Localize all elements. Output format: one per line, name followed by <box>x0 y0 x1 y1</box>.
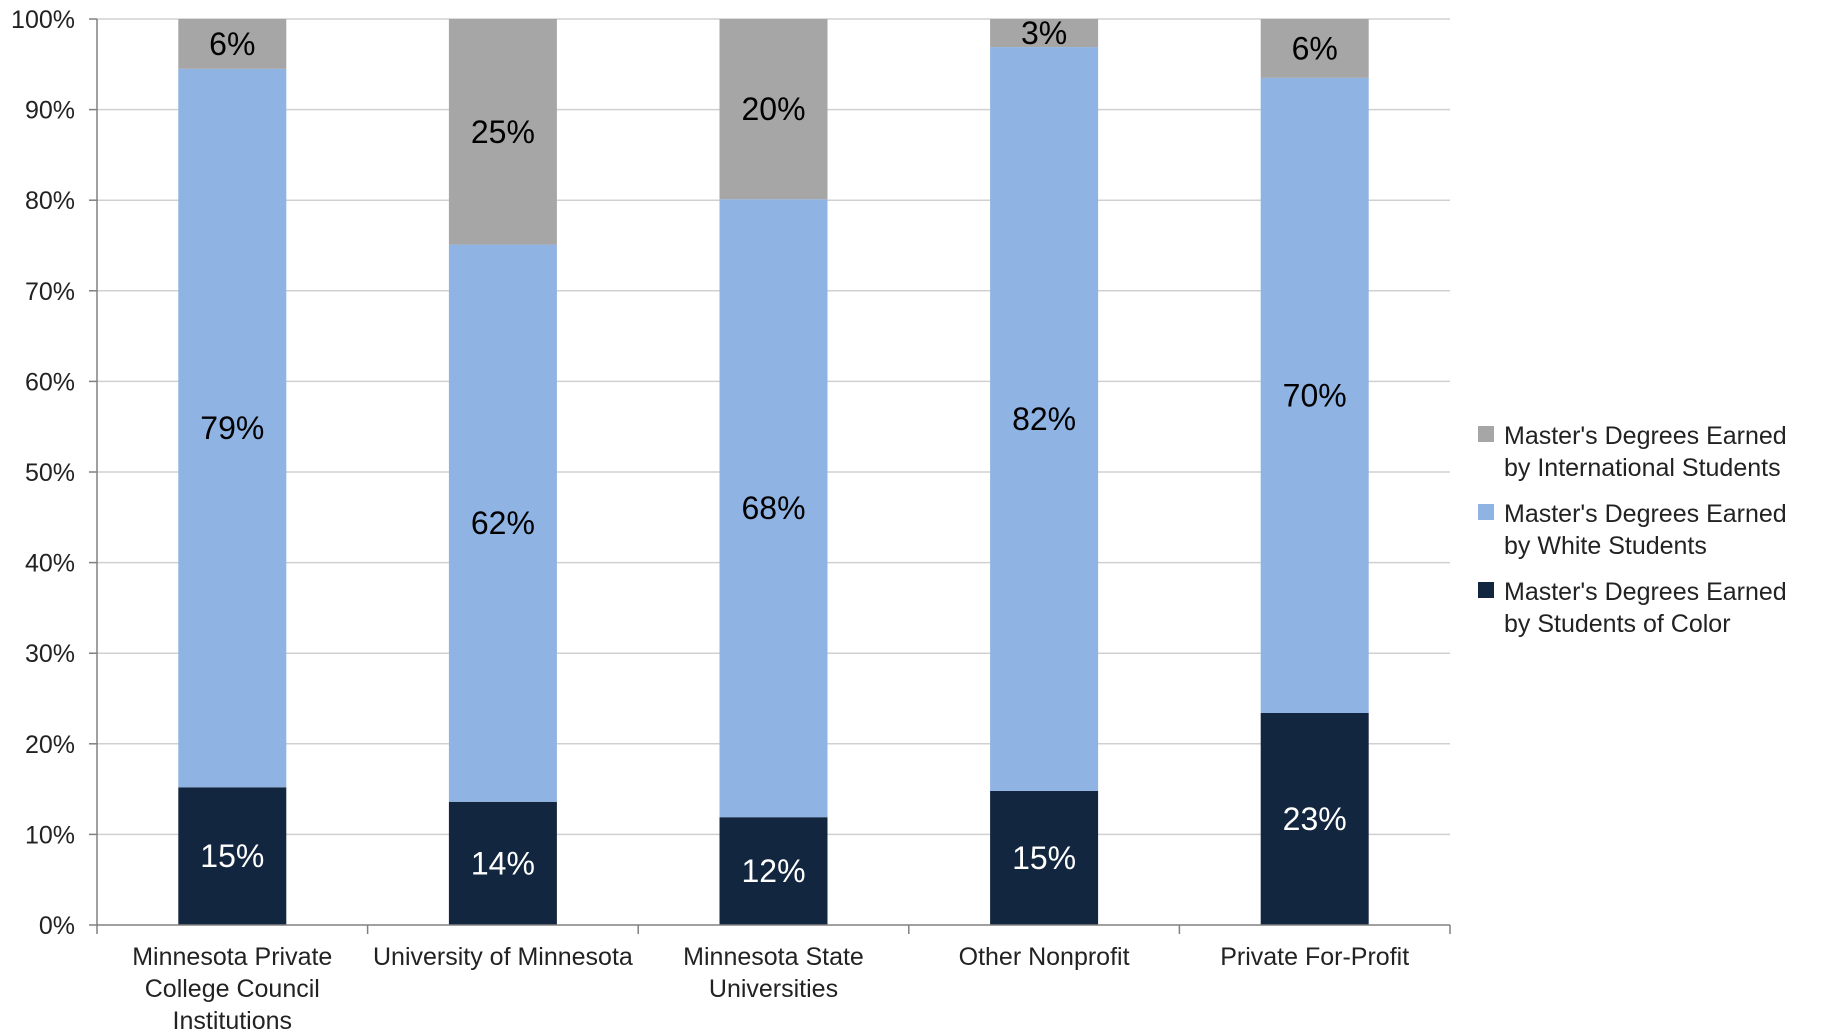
y-tick-label: 40% <box>25 550 75 578</box>
data-labels: 15% 79% 6% 14% 62% 25% 12% 68% 20% 15% 82% 3% 23% 70%… <box>200 15 1346 889</box>
bar-segment <box>990 790 1099 925</box>
y-tick-label: 10% <box>25 821 75 849</box>
bar-segment <box>178 68 287 788</box>
data-label: 23% <box>1283 801 1347 837</box>
data-label: 12% <box>741 853 805 889</box>
x-category-label: Other Nonprofit <box>959 943 1130 971</box>
data-label: 15% <box>200 838 264 874</box>
x-category-label: Minnesota State Universities <box>683 943 864 1003</box>
bar-segment <box>990 19 1099 48</box>
data-label: 15% <box>1012 840 1076 876</box>
y-tick-label: 90% <box>25 97 75 125</box>
y-tick-label: 50% <box>25 459 75 487</box>
data-label: 3% <box>1021 15 1067 51</box>
data-label: 82% <box>1012 401 1076 437</box>
bar-segment <box>448 19 557 245</box>
bar-segment <box>178 19 287 69</box>
legend-label-students-of-color: Master's Degrees Earned by Students of C… <box>1504 578 1787 638</box>
data-label: 20% <box>741 91 805 127</box>
data-label: 62% <box>471 505 535 541</box>
legend-item-students-of-color: Master's Degrees Earned by Students of C… <box>1478 576 1818 640</box>
data-label: 70% <box>1283 377 1347 413</box>
bar-segment <box>719 817 828 925</box>
bar-segment <box>178 787 287 925</box>
x-category-label: University of Minnesota <box>373 943 633 971</box>
bar-segment <box>719 19 828 200</box>
legend-swatch-students-of-color <box>1478 582 1494 598</box>
axes <box>89 18 1451 934</box>
legend-label-white: Master's Degrees Earned by White Student… <box>1504 500 1787 560</box>
y-tick-label: 30% <box>25 640 75 668</box>
y-tick-label: 70% <box>25 278 75 306</box>
bar-segment <box>1260 19 1369 78</box>
data-label: 6% <box>1292 30 1338 66</box>
bar-segment <box>448 801 557 925</box>
bar-segment <box>990 47 1099 791</box>
bars <box>178 19 1369 925</box>
legend-item-white: Master's Degrees Earned by White Student… <box>1478 498 1818 562</box>
x-category-label: Minnesota Private College Council Institut… <box>132 943 332 1029</box>
bar-segment <box>448 244 557 802</box>
y-tick-label: 0% <box>39 912 75 940</box>
legend: Master's Degrees Earned by International… <box>1478 420 1818 654</box>
legend-item-international: Master's Degrees Earned by International… <box>1478 420 1818 484</box>
y-tick-label: 80% <box>25 187 75 215</box>
bar-segment <box>1260 712 1369 925</box>
data-label: 25% <box>471 114 535 150</box>
data-label: 14% <box>471 845 535 881</box>
data-label: 68% <box>741 490 805 526</box>
y-tick-label: 20% <box>25 731 75 759</box>
y-axis-ticks: 0% 10% 20% 30% 40% 50% 60% 70% 80% 90% 100% <box>11 6 75 940</box>
legend-label-international: Master's Degrees Earned by International… <box>1504 422 1787 482</box>
bar-segment <box>719 199 828 818</box>
data-label: 79% <box>200 410 264 446</box>
x-axis-ticks: Minnesota Private College Council Institut… <box>132 943 1409 1029</box>
legend-swatch-white <box>1478 504 1494 520</box>
data-label: 6% <box>209 26 255 62</box>
x-category-label: Private For-Profit <box>1220 943 1409 971</box>
y-tick-label: 100% <box>11 6 75 34</box>
bar-segment <box>1260 77 1369 713</box>
y-tick-label: 60% <box>25 368 75 396</box>
legend-swatch-international <box>1478 426 1494 442</box>
